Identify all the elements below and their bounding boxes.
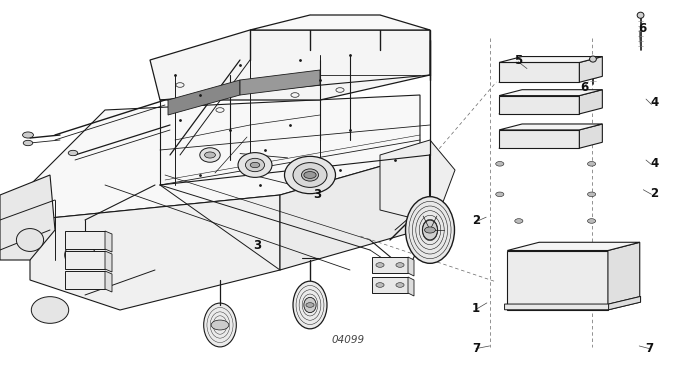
Polygon shape [499, 130, 579, 148]
Polygon shape [65, 251, 105, 269]
Polygon shape [499, 62, 579, 82]
Circle shape [304, 171, 316, 178]
Circle shape [205, 152, 216, 158]
Polygon shape [240, 70, 320, 95]
Circle shape [424, 227, 435, 233]
Polygon shape [499, 56, 602, 62]
Text: 4: 4 [650, 157, 658, 170]
Circle shape [306, 303, 314, 307]
Polygon shape [30, 195, 280, 310]
Circle shape [22, 132, 33, 138]
Ellipse shape [422, 220, 437, 240]
Polygon shape [609, 296, 641, 310]
Polygon shape [105, 231, 112, 252]
Polygon shape [579, 124, 602, 148]
Polygon shape [408, 257, 414, 276]
Circle shape [588, 219, 596, 223]
Circle shape [588, 162, 596, 166]
Polygon shape [150, 30, 430, 100]
Polygon shape [507, 251, 608, 309]
Polygon shape [507, 242, 640, 251]
Ellipse shape [204, 303, 237, 347]
Polygon shape [579, 56, 602, 82]
Ellipse shape [238, 153, 272, 178]
Text: 5: 5 [514, 54, 522, 67]
Ellipse shape [245, 158, 265, 172]
Polygon shape [380, 140, 455, 220]
Text: 7: 7 [472, 342, 480, 355]
Polygon shape [65, 271, 105, 289]
Ellipse shape [65, 243, 95, 267]
Text: 7: 7 [645, 342, 653, 355]
Ellipse shape [590, 56, 596, 62]
Circle shape [211, 320, 229, 330]
Circle shape [396, 263, 404, 267]
Ellipse shape [31, 297, 69, 323]
Text: 6: 6 [581, 81, 589, 94]
Polygon shape [65, 231, 105, 249]
Polygon shape [105, 271, 112, 292]
Ellipse shape [301, 169, 318, 181]
Ellipse shape [405, 197, 454, 263]
Polygon shape [579, 90, 602, 114]
Circle shape [376, 263, 384, 267]
Polygon shape [372, 277, 408, 293]
Circle shape [588, 192, 596, 197]
Polygon shape [408, 277, 414, 296]
Circle shape [515, 219, 523, 223]
Polygon shape [505, 296, 641, 310]
Polygon shape [499, 124, 602, 130]
Circle shape [396, 283, 404, 287]
Ellipse shape [304, 298, 316, 313]
Ellipse shape [293, 163, 327, 187]
Polygon shape [499, 90, 602, 96]
Text: 3: 3 [313, 188, 321, 201]
Polygon shape [0, 175, 55, 260]
Ellipse shape [637, 12, 644, 18]
Text: 2: 2 [472, 215, 480, 227]
Polygon shape [168, 80, 240, 115]
Polygon shape [250, 15, 430, 30]
Circle shape [496, 162, 504, 166]
Polygon shape [499, 96, 579, 114]
Ellipse shape [200, 148, 220, 162]
Polygon shape [105, 251, 112, 272]
Circle shape [68, 150, 78, 156]
Text: 3: 3 [253, 239, 261, 252]
Ellipse shape [16, 229, 44, 251]
Circle shape [23, 140, 33, 146]
Circle shape [376, 283, 384, 287]
Polygon shape [30, 95, 420, 220]
Polygon shape [372, 257, 408, 273]
Text: 4: 4 [650, 96, 658, 109]
Text: 6: 6 [638, 22, 646, 35]
Text: 04099: 04099 [331, 335, 364, 345]
Text: 2: 2 [650, 187, 658, 200]
Circle shape [250, 162, 260, 168]
Circle shape [496, 192, 504, 197]
Polygon shape [280, 155, 420, 270]
Ellipse shape [293, 281, 327, 329]
Ellipse shape [284, 156, 335, 194]
Polygon shape [608, 242, 640, 309]
Text: 1: 1 [472, 302, 480, 315]
